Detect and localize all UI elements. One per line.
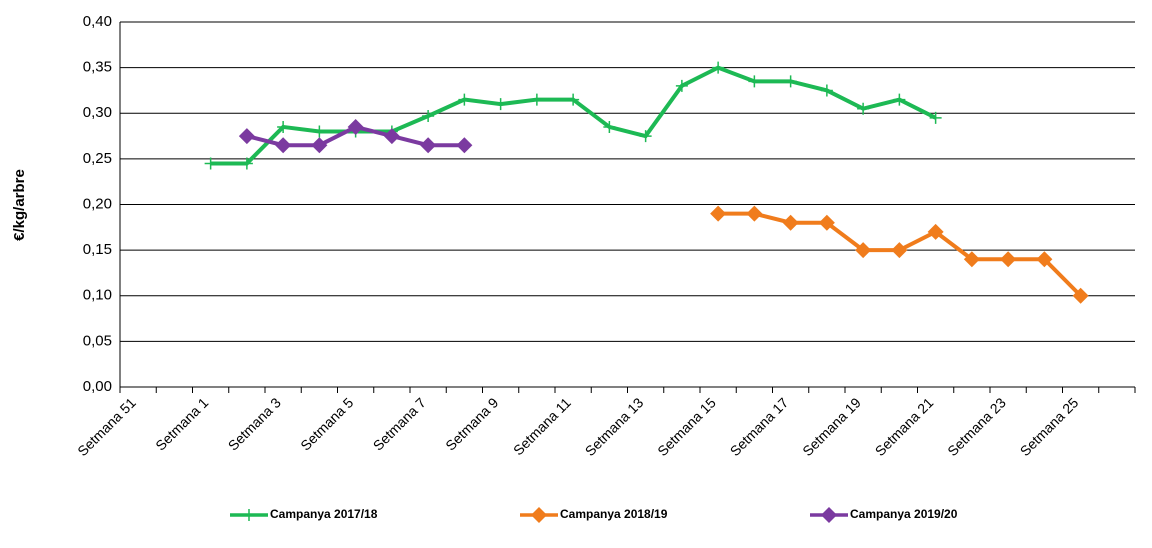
x-tick-label: Setmana 7 <box>370 394 429 453</box>
marker <box>531 507 547 523</box>
marker <box>567 93 580 106</box>
marker <box>275 137 292 154</box>
y-tick-label: 0,35 <box>83 59 112 76</box>
marker <box>675 79 688 92</box>
marker <box>746 205 763 222</box>
marker <box>712 61 725 74</box>
marker <box>347 118 364 135</box>
marker <box>383 128 400 145</box>
marker <box>639 130 652 143</box>
legend-label: Campanya 2018/19 <box>560 507 668 521</box>
y-tick-label: 0,20 <box>83 195 112 212</box>
marker <box>710 205 727 222</box>
y-tick-label: 0,05 <box>83 332 112 349</box>
x-tick-label: Setmana 3 <box>225 394 284 453</box>
x-tick-label: Setmana 15 <box>654 394 719 459</box>
marker <box>784 75 797 88</box>
marker <box>238 128 255 145</box>
marker <box>458 93 471 106</box>
x-tick-label: Setmana 9 <box>442 394 501 453</box>
x-tick-label: Setmana 25 <box>1017 394 1082 459</box>
x-tick-label: Setmana 51 <box>74 394 139 459</box>
marker <box>857 102 870 115</box>
x-tick-label: Setmana 17 <box>727 394 792 459</box>
marker <box>456 137 473 154</box>
y-axis-label: €/kg/arbre <box>11 169 28 241</box>
marker <box>420 137 437 154</box>
marker <box>1000 251 1017 268</box>
y-tick-label: 0,25 <box>83 150 112 167</box>
marker <box>530 93 543 106</box>
y-tick-label: 0,30 <box>83 104 112 121</box>
marker <box>1072 287 1089 304</box>
x-tick-label: Setmana 21 <box>872 394 937 459</box>
y-tick-label: 0,10 <box>83 287 112 304</box>
y-tick-label: 0,40 <box>83 13 112 30</box>
marker <box>243 509 255 521</box>
marker <box>240 157 253 170</box>
x-tick-label: Setmana 19 <box>799 394 864 459</box>
marker <box>929 111 942 124</box>
marker <box>893 93 906 106</box>
marker <box>891 242 908 259</box>
marker <box>204 157 217 170</box>
marker <box>603 120 616 133</box>
x-tick-label: Setmana 1 <box>152 394 211 453</box>
marker <box>494 98 507 111</box>
marker <box>782 214 799 231</box>
marker <box>1036 251 1053 268</box>
legend-label: Campanya 2019/20 <box>850 507 958 521</box>
marker <box>927 223 944 240</box>
y-tick-label: 0,00 <box>83 378 112 395</box>
marker <box>855 242 872 259</box>
marker <box>963 251 980 268</box>
marker <box>748 75 761 88</box>
x-tick-label: Setmana 23 <box>944 394 1009 459</box>
x-tick-label: Setmana 11 <box>510 394 574 458</box>
marker <box>277 120 290 133</box>
marker <box>821 507 837 523</box>
marker <box>820 84 833 97</box>
marker <box>313 125 326 138</box>
marker <box>422 109 435 122</box>
marker <box>818 214 835 231</box>
legend-label: Campanya 2017/18 <box>270 507 378 521</box>
x-tick-label: Setmana 13 <box>582 394 647 459</box>
y-tick-label: 0,15 <box>83 241 112 258</box>
marker <box>311 137 328 154</box>
x-tick-label: Setmana 5 <box>297 394 356 453</box>
